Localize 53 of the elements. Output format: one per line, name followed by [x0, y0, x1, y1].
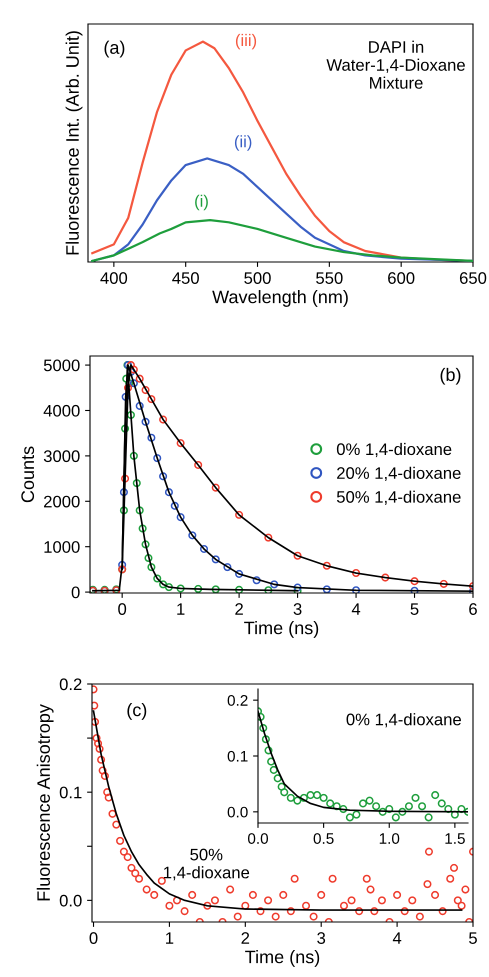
- x-tick-label: 600: [388, 272, 414, 284]
- y-axis-title: Fluorescence Anisotropy: [36, 704, 54, 900]
- x-tick-label: 2: [242, 932, 250, 944]
- x-tick-label: 5: [410, 603, 418, 615]
- x-tick-label: 3: [317, 932, 326, 944]
- y-axis-title: Counts: [21, 446, 34, 502]
- y-tick-label: 0.2: [60, 678, 82, 690]
- y-tick-label: 2000: [44, 496, 80, 508]
- x-tick-label: 450: [172, 272, 199, 284]
- series-label: (i): [195, 194, 208, 210]
- x-axis-title: Time (ns): [245, 950, 320, 967]
- x-tick-label: 650: [460, 272, 486, 284]
- y-axis-title: Fluorescence Int. (Arb. Unit): [66, 31, 82, 254]
- x-tick-label: 0.5: [314, 833, 334, 844]
- annotation: DAPI in Water-1,4-Dioxane Mixture: [326, 40, 465, 89]
- annotation: 50% 1,4-dioxane: [164, 848, 250, 880]
- y-tick-label: 3000: [44, 450, 80, 462]
- x-tick-label: 1: [166, 932, 174, 944]
- y-tick-label: 0.0: [228, 806, 248, 818]
- y-tick-label: 0.2: [228, 695, 248, 706]
- legend-label: 20% 1,4-dioxane: [337, 466, 461, 481]
- annotation: (c): [127, 703, 146, 720]
- x-tick-label: 400: [100, 272, 128, 284]
- x-tick-label: 5: [469, 932, 477, 944]
- x-tick-label: 0: [118, 603, 126, 615]
- x-tick-label: 3: [294, 603, 302, 615]
- series-label: (iii): [236, 34, 256, 50]
- legend-label: 50% 1,4-dioxane: [336, 490, 461, 505]
- annotation: (a): [104, 40, 124, 58]
- x-tick-label: 0.0: [248, 833, 268, 844]
- x-axis-title: Time (ns): [244, 621, 318, 638]
- y-tick-label: 0: [72, 586, 80, 598]
- y-tick-label: 0.0: [60, 894, 82, 907]
- legend-label: 0% 1,4-dioxane: [336, 442, 452, 458]
- x-tick-label: 0: [90, 932, 98, 944]
- annotation: 0% 1,4-dioxane: [346, 713, 461, 728]
- x-tick-label: 1: [177, 603, 184, 615]
- y-tick-label: 5000: [44, 359, 80, 372]
- y-tick-label: 0.1: [228, 750, 248, 762]
- annotation: (b): [440, 368, 460, 385]
- x-tick-label: 4: [352, 603, 360, 615]
- series-label: (ii): [234, 135, 252, 151]
- y-tick-label: 4000: [44, 404, 80, 417]
- x-tick-label: 1.5: [445, 833, 465, 844]
- x-tick-label: 500: [244, 272, 271, 284]
- x-tick-label: 6: [469, 603, 477, 615]
- x-tick-label: 550: [316, 272, 343, 284]
- y-tick-label: 0.1: [60, 786, 82, 798]
- y-tick-label: 1000: [44, 541, 80, 553]
- x-tick-label: 4: [392, 932, 402, 944]
- x-tick-label: 2: [235, 603, 243, 615]
- x-tick-label: 1.0: [380, 833, 400, 844]
- x-axis-title: Wavelength (nm): [212, 290, 348, 307]
